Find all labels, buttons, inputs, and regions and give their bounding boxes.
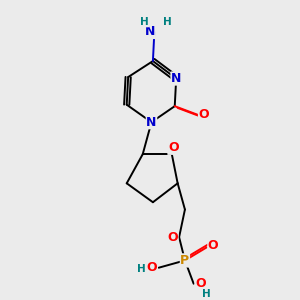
Text: H: H [202,289,211,299]
Text: H: H [163,17,172,27]
Text: H: H [137,264,146,274]
Text: O: O [168,141,178,154]
Text: O: O [147,261,157,274]
Text: O: O [199,108,209,122]
Text: H: H [140,17,148,27]
Text: N: N [146,116,157,129]
Text: N: N [145,26,155,38]
Text: N: N [171,72,181,85]
Text: O: O [208,239,218,252]
Text: P: P [180,254,190,267]
Text: O: O [167,231,178,244]
Text: O: O [195,277,206,290]
